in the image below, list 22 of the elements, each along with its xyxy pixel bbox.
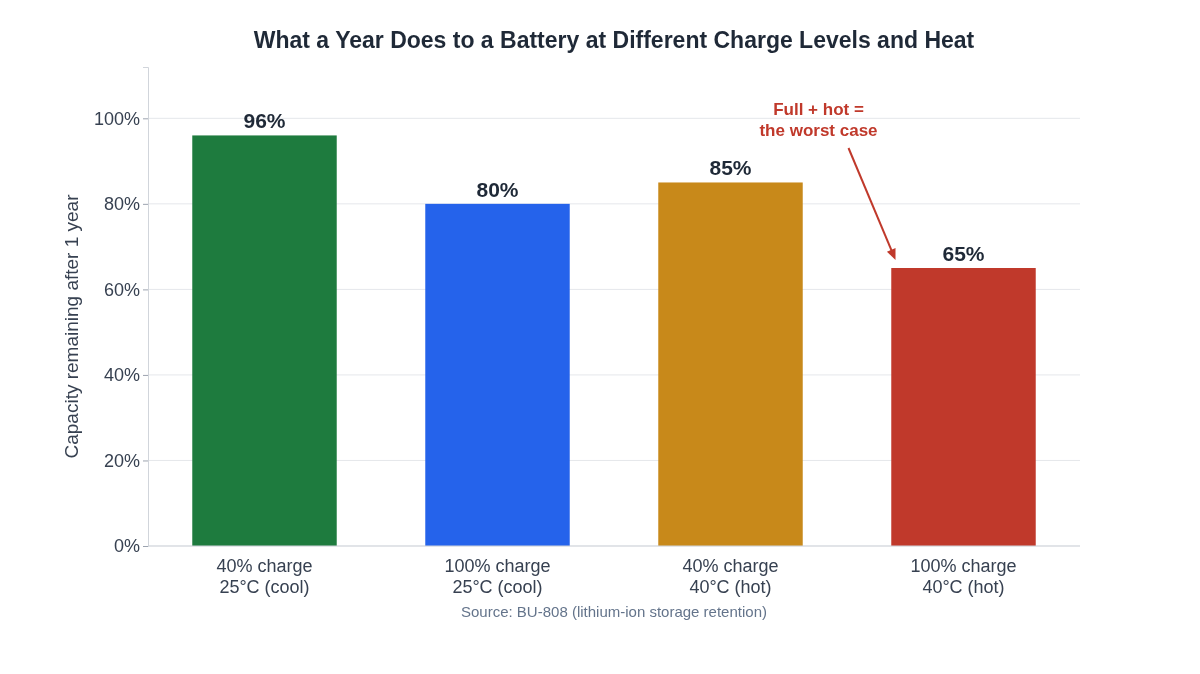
bar — [658, 182, 803, 546]
x-tick-label: 40% charge 40°C (hot) — [682, 556, 779, 597]
source-note: Source: BU-808 (lithium-ion storage retention) — [461, 603, 767, 620]
y-axis-title: Capacity remaining after 1 year — [61, 193, 82, 459]
data-label: 80% — [476, 177, 519, 201]
y-tick-label: 20% — [103, 450, 140, 471]
data-label: 96% — [243, 109, 286, 133]
y-tick-label: 40% — [103, 365, 140, 386]
chart-title: What a Year Does to a Battery at Different Charge Levels and Heat — [253, 27, 975, 53]
x-tick-label: 100% charge 40°C (hot) — [910, 556, 1017, 597]
bar — [192, 135, 337, 546]
y-tick-label: 100% — [93, 108, 140, 129]
x-tick-label: 100% charge 25°C (cool) — [444, 556, 551, 597]
y-tick-label: 0% — [113, 536, 140, 557]
data-label: 85% — [709, 156, 752, 180]
bar — [425, 203, 570, 546]
y-tick-label: 80% — [103, 194, 140, 215]
x-tick-label: 40% charge 25°C (cool) — [216, 556, 313, 597]
annotation: Full + hot = the worst case — [759, 100, 878, 141]
bar — [891, 268, 1036, 546]
data-label: 65% — [942, 242, 985, 266]
y-tick-label: 60% — [103, 279, 140, 300]
